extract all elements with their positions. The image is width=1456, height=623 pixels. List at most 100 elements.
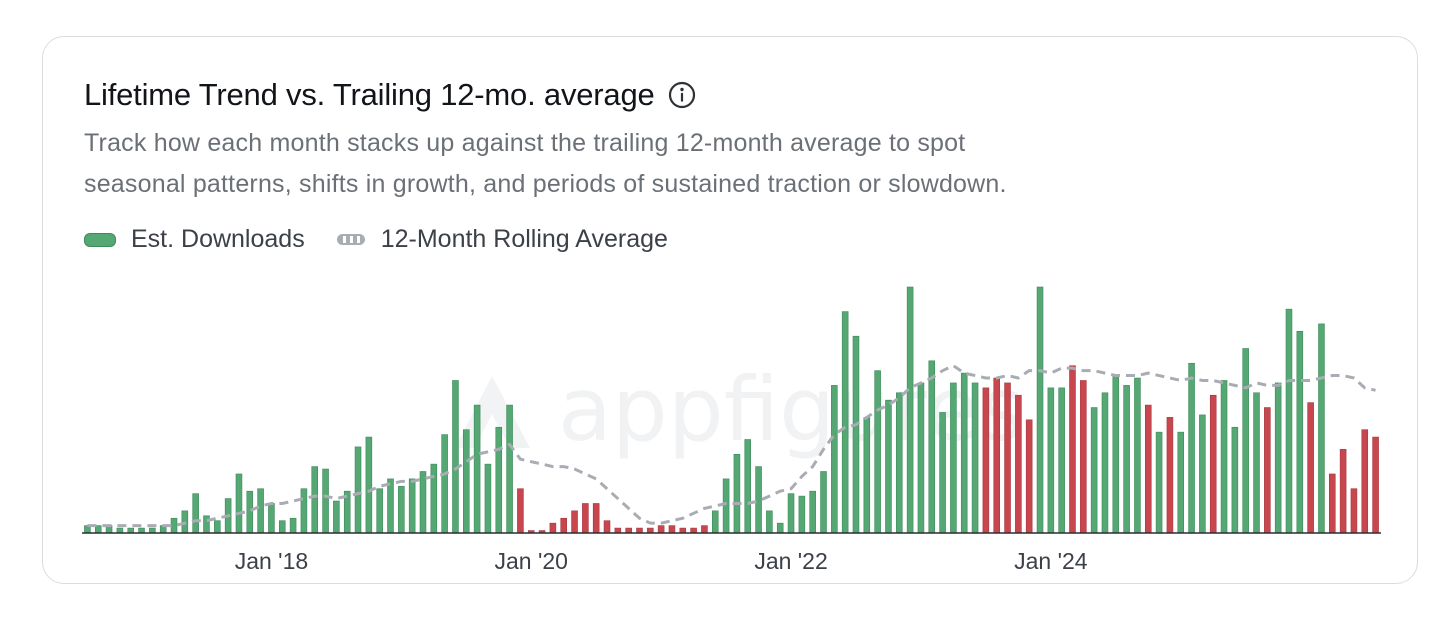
download-bar[interactable]	[322, 468, 329, 534]
download-bar[interactable]	[1025, 419, 1033, 534]
download-bar[interactable]	[820, 471, 827, 534]
download-bar[interactable]	[1144, 404, 1152, 534]
download-bar[interactable]	[1015, 394, 1022, 534]
download-bar[interactable]	[560, 517, 567, 534]
download-bar[interactable]	[755, 466, 762, 534]
download-bar[interactable]	[1058, 387, 1065, 534]
download-bar[interactable]	[1350, 488, 1358, 534]
download-bar[interactable]	[874, 370, 881, 534]
download-bar[interactable]	[885, 399, 892, 534]
download-bar[interactable]	[841, 311, 849, 534]
download-bar[interactable]	[809, 490, 816, 534]
download-bar[interactable]	[1166, 417, 1174, 534]
download-bar[interactable]	[246, 490, 254, 534]
download-bar[interactable]	[419, 471, 427, 534]
download-bar[interactable]	[657, 525, 665, 534]
download-bar[interactable]	[1339, 449, 1347, 534]
download-bar[interactable]	[971, 382, 979, 534]
download-bar[interactable]	[278, 520, 286, 534]
download-bar[interactable]	[203, 515, 210, 534]
download-bar[interactable]	[776, 522, 784, 534]
download-bar[interactable]	[289, 517, 297, 534]
download-bar[interactable]	[960, 372, 968, 534]
download-bar[interactable]	[1274, 382, 1282, 534]
download-bar[interactable]	[441, 434, 448, 534]
download-bar[interactable]	[1155, 431, 1163, 534]
legend-item-rolling-average[interactable]: 12-Month Rolling Average	[336, 225, 668, 254]
download-bar[interactable]	[1372, 436, 1379, 534]
download-bar[interactable]	[430, 463, 438, 534]
download-bar[interactable]	[603, 520, 611, 534]
download-bar[interactable]	[517, 488, 524, 534]
download-bar[interactable]	[1134, 377, 1141, 534]
download-bar[interactable]	[733, 453, 741, 534]
download-bar[interactable]	[235, 473, 243, 534]
download-bar[interactable]	[1047, 387, 1055, 534]
download-bar[interactable]	[365, 436, 373, 534]
download-bar[interactable]	[484, 463, 492, 534]
download-bar[interactable]	[906, 286, 914, 534]
download-bar[interactable]	[993, 377, 1000, 534]
download-bar[interactable]	[1220, 380, 1228, 534]
download-bar[interactable]	[831, 385, 838, 534]
download-bar[interactable]	[473, 404, 481, 534]
download-bar[interactable]	[398, 485, 405, 534]
download-bar[interactable]	[1188, 362, 1195, 534]
download-bar[interactable]	[1296, 330, 1304, 534]
download-bar[interactable]	[744, 439, 752, 534]
download-bar[interactable]	[766, 510, 773, 534]
download-bar[interactable]	[798, 495, 806, 534]
download-bar[interactable]	[917, 382, 925, 534]
download-bar[interactable]	[408, 478, 416, 534]
info-icon[interactable]	[667, 80, 697, 110]
download-bar[interactable]	[1112, 375, 1120, 534]
download-bar[interactable]	[452, 380, 459, 534]
download-bar[interactable]	[549, 522, 557, 534]
legend-item-downloads[interactable]: Est. Downloads	[84, 225, 305, 254]
download-bar[interactable]	[387, 478, 394, 534]
download-bar[interactable]	[852, 335, 860, 534]
download-bar[interactable]	[939, 412, 946, 534]
download-bar[interactable]	[495, 426, 503, 534]
download-bar[interactable]	[928, 360, 936, 534]
download-bar[interactable]	[950, 382, 957, 534]
download-bar[interactable]	[170, 517, 178, 534]
download-bar[interactable]	[192, 493, 199, 534]
download-bar[interactable]	[354, 446, 362, 534]
download-bar[interactable]	[711, 510, 719, 534]
download-bar[interactable]	[1285, 308, 1293, 534]
download-bar[interactable]	[787, 493, 795, 534]
download-bar[interactable]	[268, 503, 275, 534]
download-bar[interactable]	[1004, 382, 1011, 534]
download-bar[interactable]	[1361, 429, 1369, 534]
download-bar[interactable]	[982, 387, 990, 534]
download-bar[interactable]	[463, 429, 470, 534]
download-bar[interactable]	[1069, 365, 1076, 534]
download-bar[interactable]	[1253, 392, 1260, 534]
download-bar[interactable]	[701, 525, 708, 534]
download-bar[interactable]	[571, 510, 578, 534]
download-bar[interactable]	[1123, 385, 1130, 534]
download-bar[interactable]	[333, 500, 340, 534]
download-bar[interactable]	[1318, 323, 1325, 534]
download-bar[interactable]	[506, 404, 513, 534]
download-bar[interactable]	[311, 466, 319, 534]
download-bar[interactable]	[1080, 380, 1087, 534]
download-bar[interactable]	[1242, 348, 1249, 534]
download-bar[interactable]	[1209, 394, 1217, 534]
download-bar[interactable]	[1307, 402, 1314, 534]
download-bar[interactable]	[257, 488, 264, 534]
download-bar[interactable]	[1177, 431, 1185, 534]
download-bar[interactable]	[1101, 392, 1109, 534]
download-bar[interactable]	[1090, 407, 1098, 534]
download-bar[interactable]	[896, 392, 903, 534]
download-bar[interactable]	[582, 503, 589, 534]
download-bar[interactable]	[376, 488, 383, 534]
download-bar[interactable]	[1264, 407, 1271, 534]
download-bar[interactable]	[722, 478, 730, 534]
download-bar[interactable]	[1231, 426, 1239, 534]
download-bar[interactable]	[668, 525, 676, 534]
download-bar[interactable]	[300, 488, 308, 534]
download-bar[interactable]	[1036, 286, 1044, 534]
download-bar[interactable]	[863, 417, 871, 534]
